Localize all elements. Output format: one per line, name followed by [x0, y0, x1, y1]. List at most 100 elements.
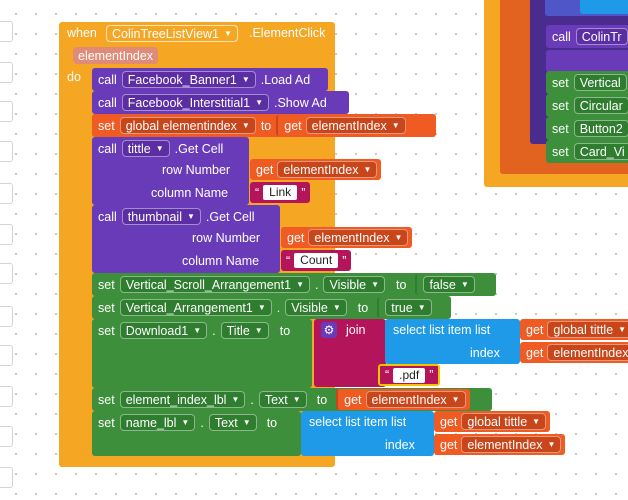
visible-property-dropdown[interactable]: Visible ▼ [323, 276, 385, 293]
right-set-block-4[interactable]: set Card_Vi [546, 140, 628, 163]
get-var-dropdown[interactable]: elementIndex▼ [305, 117, 406, 134]
download-title-row: set Download1 ▼ . Title ▼ to [98, 322, 291, 339]
palette-tab[interactable] [0, 224, 13, 245]
right-set-block-3[interactable]: set Button2 [546, 117, 628, 140]
call-load-ad-block[interactable]: call Facebook_Banner1 ▼ .Load Ad [92, 68, 328, 91]
column-name-label: column Name [182, 254, 260, 268]
palette-tab[interactable] [0, 306, 13, 327]
get-global-tittle-block[interactable]: get global tittle ▼ [434, 411, 551, 432]
right-call-block[interactable]: call ColinTr [546, 25, 628, 48]
set-vertical-arrangement-visible-block[interactable]: set Vertical_Arrangement1 ▼ . Visible ▼ to… [92, 296, 451, 319]
set-vertical-scroll-visible-block[interactable]: set Vertical_Scroll_Arrangement1 ▼ . Visi… [92, 273, 496, 296]
get-element-index-block[interactable]: get elementIndex▼ [250, 159, 382, 180]
event-block-bottom [59, 455, 334, 467]
chevron-down-icon: ▼ [460, 280, 469, 289]
param-element-index[interactable]: elementIndex [73, 47, 159, 64]
gear-icon[interactable]: ⚙ [321, 322, 337, 338]
chevron-down-icon: ▼ [296, 280, 304, 289]
get-var-dropdown[interactable]: elementIndex▼ [277, 161, 378, 178]
when-label: when [67, 26, 97, 40]
text-count-block[interactable]: “Count” [281, 250, 352, 271]
text-pdf-block[interactable]: “.pdf” [378, 364, 441, 386]
chevron-down-icon: ▼ [155, 144, 164, 153]
select-list-item-block[interactable] [301, 411, 434, 456]
name-lbl-dropdown[interactable]: name_lbl ▼ [119, 414, 196, 431]
get-var-dropdown[interactable]: global tittle ▼ [461, 413, 547, 430]
chevron-down-icon: ▼ [332, 303, 341, 312]
palette-tab[interactable] [0, 263, 13, 284]
true-block[interactable]: true ▼ [377, 297, 436, 318]
set-global-elementindex-block[interactable]: set global elementindex ▼ to get elementI… [92, 114, 436, 137]
chevron-down-icon: ▼ [417, 303, 426, 312]
palette-tab[interactable] [0, 183, 13, 204]
right-set-block-1[interactable]: set Vertical [546, 71, 628, 94]
chevron-down-icon: ▼ [547, 440, 556, 449]
get-element-index-block[interactable]: get elementIndex▼ [336, 389, 470, 410]
right-call-tail [546, 50, 628, 72]
chevron-down-icon: ▼ [224, 29, 232, 38]
vertical-scroll-arrangement-dropdown[interactable]: Vertical_Scroll_Arrangement1 ▼ [119, 276, 310, 293]
text-property-dropdown[interactable]: Text ▼ [258, 391, 307, 408]
palette-tab[interactable] [0, 21, 13, 42]
chevron-down-icon: ▼ [363, 165, 372, 174]
chevron-down-icon: ▼ [371, 280, 379, 289]
global-var-dropdown[interactable]: global elementindex ▼ [119, 117, 256, 134]
chevron-down-icon: ▼ [242, 418, 251, 427]
get-element-index-block[interactable]: get elementIndex▼ [276, 115, 410, 136]
chevron-down-icon: ▼ [254, 326, 263, 335]
component-dropdown[interactable]: ColinTreeListView1 ▼ [106, 25, 238, 42]
get-global-tittle-block[interactable]: get global tittle ▼ [520, 319, 628, 340]
palette-tab[interactable] [0, 62, 13, 83]
palette-tab[interactable] [0, 141, 13, 162]
palette-tab[interactable] [0, 101, 13, 122]
select-list-item-block[interactable] [385, 319, 520, 364]
get-var-dropdown[interactable]: global tittle ▼ [547, 321, 628, 338]
get-element-index-block[interactable]: get elementIndex▼ [434, 434, 566, 455]
right-set-block-2[interactable]: set Circular [546, 94, 628, 117]
palette-tab[interactable] [0, 467, 13, 488]
boolean-dropdown[interactable]: true ▼ [385, 299, 432, 316]
chevron-down-icon: ▼ [391, 121, 400, 130]
get-element-index-block[interactable]: get elementIndex▼ [520, 342, 628, 363]
right-component-dropdown[interactable]: ColinTr [575, 28, 628, 45]
right-set-dropdown[interactable]: Button2 [573, 120, 628, 137]
do-label: do [67, 70, 81, 84]
download-dropdown[interactable]: Download1 ▼ [119, 322, 208, 339]
chevron-down-icon: ▼ [394, 233, 403, 242]
right-set-dropdown[interactable]: Vertical [573, 74, 627, 91]
get-var-dropdown[interactable]: elementIndex▼ [547, 344, 628, 361]
right-top-socket[interactable] [580, 0, 628, 14]
row-number-label: row Number [192, 231, 261, 245]
facebook-interstitial-dropdown[interactable]: Facebook_Interstitial1 ▼ [121, 94, 269, 111]
call-show-ad-block[interactable]: call Facebook_Interstitial1 ▼ .Show Ad [92, 91, 349, 114]
text-property-dropdown[interactable]: Text ▼ [208, 414, 257, 431]
tittle-dropdown[interactable]: tittle ▼ [121, 140, 170, 157]
palette-tab[interactable] [0, 345, 13, 366]
right-set-dropdown[interactable]: Card_Vi [573, 143, 628, 160]
call-tittle-get-cell-block[interactable] [92, 137, 249, 205]
set-element-index-lbl-text-block[interactable]: set element_index_lbl ▼ . Text ▼ to get el… [92, 388, 492, 411]
text-link-block[interactable]: “Link” [250, 182, 311, 203]
chevron-down-icon: ▼ [257, 303, 266, 312]
get-element-index-block[interactable]: get elementIndex▼ [281, 227, 413, 248]
false-block[interactable]: false ▼ [415, 274, 479, 295]
thumbnail-dropdown[interactable]: thumbnail ▼ [121, 208, 201, 225]
palette-tab[interactable] [0, 386, 13, 407]
facebook-banner-dropdown[interactable]: Facebook_Banner1 ▼ [121, 71, 256, 88]
element-index-lbl-dropdown[interactable]: element_index_lbl ▼ [119, 391, 246, 408]
vertical-arrangement-dropdown[interactable]: Vertical_Arrangement1 ▼ [119, 299, 272, 316]
chevron-down-icon: ▼ [186, 212, 195, 221]
event-name: .ElementClick [249, 26, 326, 40]
get-var-dropdown[interactable]: elementIndex▼ [461, 436, 562, 453]
chevron-down-icon: ▼ [241, 75, 250, 84]
column-name-label: column Name [151, 186, 229, 200]
get-var-dropdown[interactable]: elementIndex▼ [365, 391, 466, 408]
visible-property-dropdown[interactable]: Visible ▼ [285, 299, 347, 316]
select-list-item-label: select list item list [309, 415, 407, 429]
thumbnail-call-row: call thumbnail ▼ .Get Cell [98, 208, 255, 225]
get-var-dropdown[interactable]: elementIndex▼ [308, 229, 409, 246]
boolean-dropdown[interactable]: false ▼ [423, 276, 475, 293]
right-set-dropdown[interactable]: Circular [573, 97, 628, 114]
title-property-dropdown[interactable]: Title ▼ [220, 322, 269, 339]
palette-tab[interactable] [0, 426, 13, 447]
